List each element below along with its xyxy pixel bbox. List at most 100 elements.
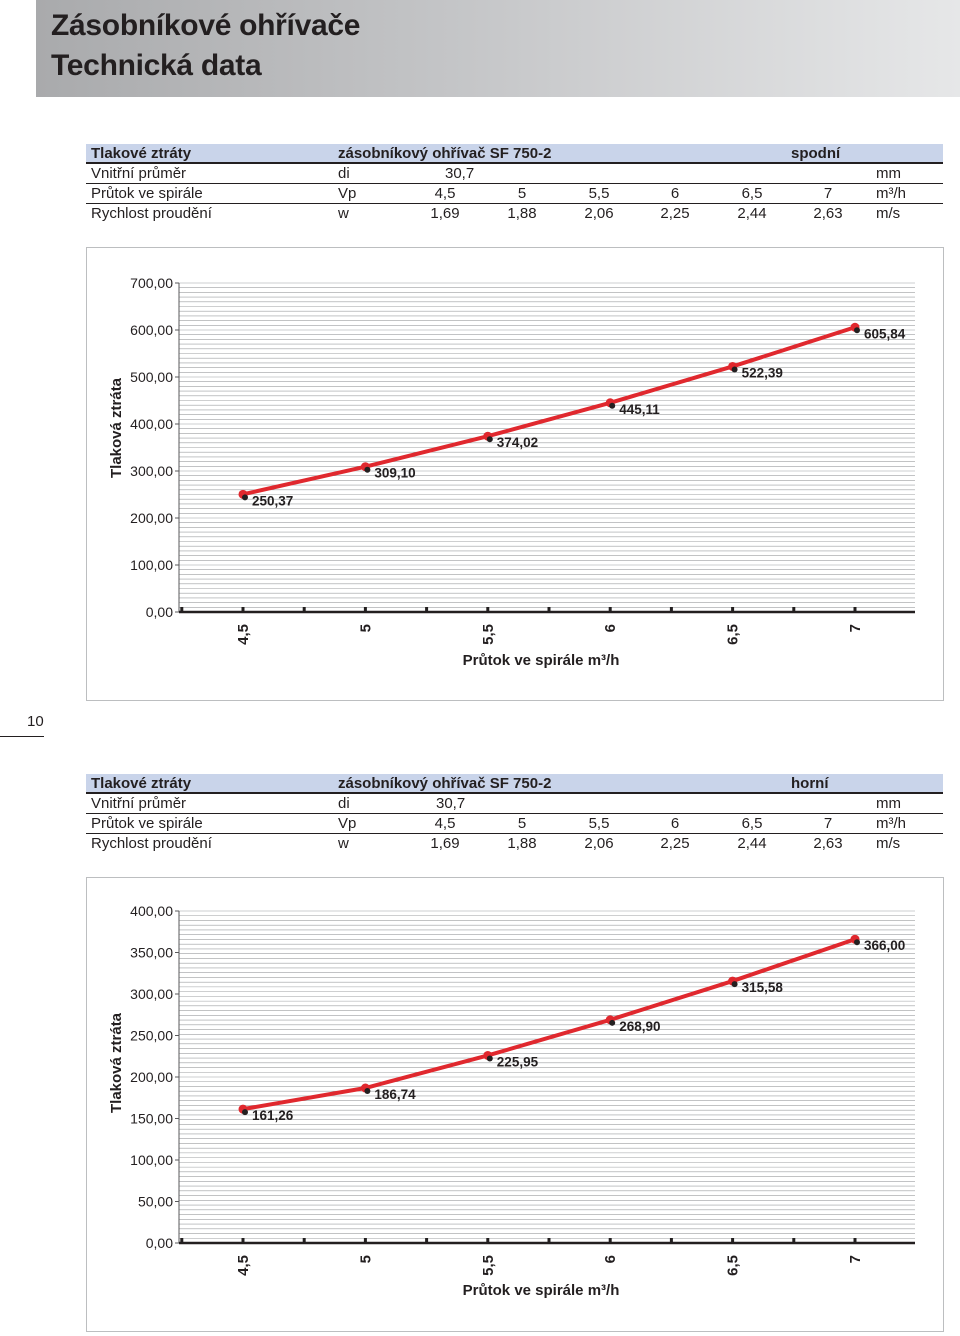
data-label: 315,58 [742,980,784,995]
table-row: Vnitřní průměr di 30,7 mm [86,164,943,184]
data-point-marker [242,1109,248,1116]
row-symbol: di [338,795,350,812]
x-tick-label: 6,5 [725,624,742,645]
data-point-marker [486,1055,493,1062]
x-tick-label: 6,5 [725,1255,742,1276]
data-point-marker [486,436,493,443]
table-row: Průtok ve spirále Vp 4,5 5 5,5 6 6,5 7 m³/h [86,814,943,834]
x-tick-label: 4,5 [235,624,252,645]
data-label: 445,11 [619,402,660,417]
header-title-line2: Technická data [51,49,262,82]
row-value: 30,7 [445,165,475,182]
row-value: 5,5 [588,185,610,202]
row-symbol: zásobníkový ohřívač SF 750-2 [338,145,552,162]
y-tick-label: 600,00 [130,322,173,338]
row-label: Rychlost proudění [91,205,212,222]
y-axis-title: Tlaková ztráta [108,377,125,478]
row-unit: m³/h [876,815,906,832]
row-unit: m/s [876,205,901,222]
data-label: 250,37 [252,493,293,508]
series-line [242,937,856,1112]
table-row: Vnitřní průměr di 30,7 mm [86,794,943,814]
chart-box-bottom: 0,00 100,00 200,00 300,00 400,00 500,00 600,00… [86,247,944,701]
data-label: 366,00 [864,938,905,953]
table-row: Tlakové ztráty zásobníkový ohřívač SF 750… [86,774,943,794]
row-unit: m/s [876,835,901,852]
row-value: 2,44 [737,835,767,852]
data-point-marker [364,466,371,473]
table-row: Rychlost proudění w 1,69 1,88 2,06 2,25 2,44 2,… [86,834,943,853]
row-label: Tlakové ztráty [91,775,192,792]
data-label: 268,90 [619,1019,660,1034]
x-tick-label: 6 [602,1255,619,1263]
row-value: 30,7 [436,795,466,812]
y-tick-label: 100,00 [130,557,173,573]
data-label: 225,95 [497,1054,539,1069]
y-tick-label: 300,00 [130,986,173,1002]
pressure-loss-chart-top: 0,00 50,00 100,00 150,00 200,00 250,00 300,00 3… [108,903,915,1299]
row-symbol: zásobníkový ohřívač SF 750-2 [338,775,552,792]
row-value: 2,63 [813,205,843,222]
data-point-marker [364,1088,371,1095]
x-axis-title: Průtok ve spirále m³/h [463,1282,620,1299]
y-tick-label: 400,00 [130,416,173,432]
row-value: 6,5 [741,185,763,202]
row-symbol: Vp [338,185,357,202]
row-value: 7 [823,815,833,832]
pressure-loss-table-top: Tlakové ztráty zásobníkový ohřívač SF 750… [86,774,943,853]
row-value: 1,69 [430,205,460,222]
row-symbol: di [338,165,350,182]
row-value: 2,63 [813,835,843,852]
row-value: 7 [823,185,833,202]
row-position-label: spodní [791,145,841,162]
row-value: 2,25 [660,205,690,222]
row-value: 2,44 [737,205,767,222]
row-symbol: w [338,205,349,222]
row-value: 4,5 [434,815,456,832]
row-label: Vnitřní průměr [91,795,187,812]
y-tick-label: 400,00 [130,903,173,919]
table-row: Tlakové ztráty zásobníkový ohřívač SF 750… [86,144,943,164]
chart-box-top: 0,00 50,00 100,00 150,00 200,00 250,00 300,00 3… [86,877,944,1332]
row-value: 2,25 [660,835,690,852]
data-point-marker [731,981,738,988]
row-value: 2,06 [584,835,614,852]
y-tick-label: 200,00 [130,510,173,526]
data-point-marker [854,327,860,334]
x-axis-title: Průtok ve spirále m³/h [463,652,620,669]
data-point-marker [609,1019,616,1026]
y-tick-label: 500,00 [130,369,173,385]
y-tick-label: 50,00 [138,1194,173,1210]
row-symbol: w [338,835,349,852]
row-unit: m³/h [876,185,906,202]
row-value: 5 [517,815,527,832]
page-number-rule [0,736,44,737]
page-header: Zásobníkové ohřívače Technická data [36,0,960,97]
x-tick-label: 7 [847,1255,864,1263]
row-label: Průtok ve spirále [91,185,203,202]
table-row: Rychlost proudění w 1,69 1,88 2,06 2,25 2,44 2,… [86,204,943,223]
data-point-marker [731,366,738,373]
data-point-marker [854,939,860,946]
y-tick-label: 700,00 [130,275,173,291]
y-tick-label: 250,00 [130,1028,173,1044]
row-value: 5,5 [588,815,610,832]
data-label: 605,84 [864,326,906,341]
page-number: 10 [27,713,44,730]
data-point-marker [242,494,248,501]
row-unit: mm [876,165,901,182]
x-tick-label: 4,5 [235,1255,252,1276]
data-label: 186,74 [374,1087,416,1102]
row-value: 1,88 [507,835,537,852]
x-tick-label: 5 [357,1255,374,1263]
row-unit: mm [876,795,901,812]
row-symbol: Vp [338,815,357,832]
data-label: 309,10 [374,466,415,481]
row-value: 2,06 [584,205,614,222]
row-position-label: horní [791,775,829,792]
data-label: 374,02 [497,435,538,450]
row-value: 1,69 [430,835,460,852]
row-label: Rychlost proudění [91,835,212,852]
y-tick-label: 0,00 [146,1235,173,1251]
x-tick-label: 5 [357,624,374,632]
